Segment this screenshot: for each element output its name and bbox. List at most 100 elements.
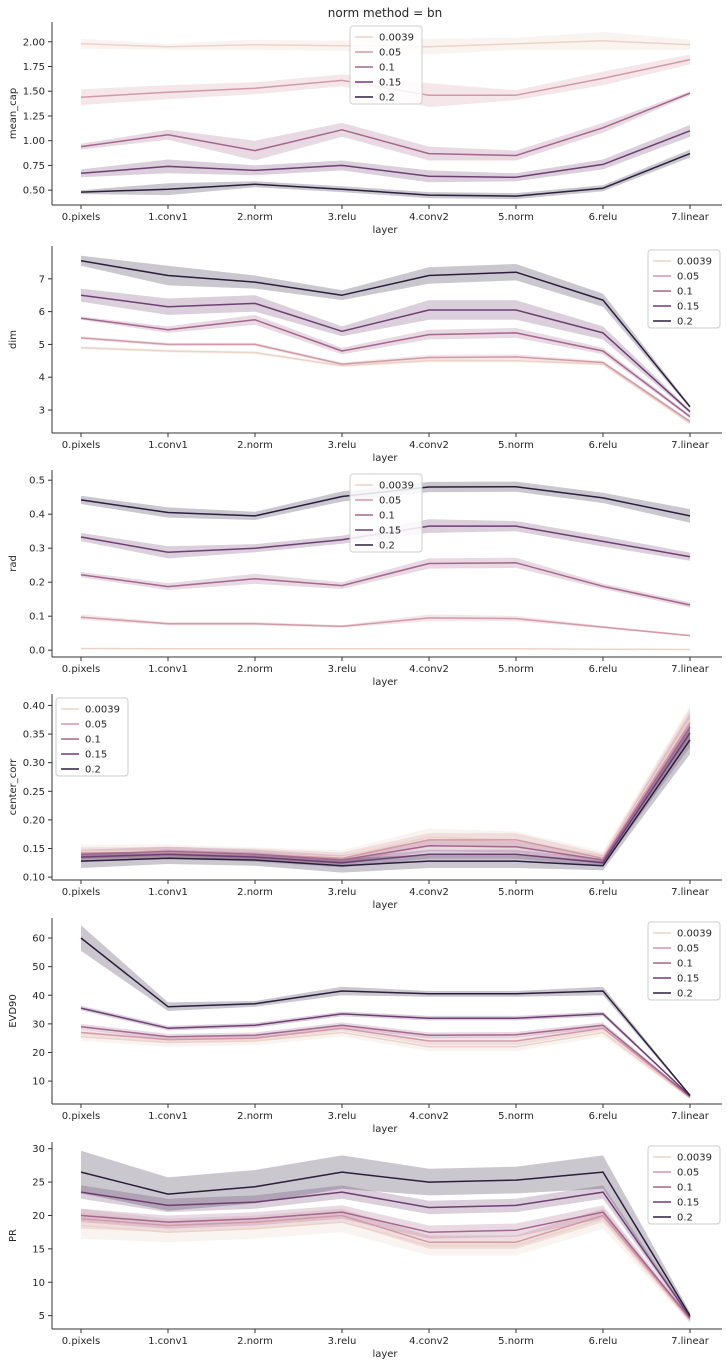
legend-label: 0.1 bbox=[379, 63, 395, 74]
legend-label: 0.0039 bbox=[85, 705, 120, 716]
series-line-0.1 bbox=[80, 1211, 691, 1319]
x-axis-label: layer bbox=[372, 453, 398, 464]
chart-6-PR: 5 10 15 20 25 30 0.pixels 1.conv1 2.norm 3.relu 4.… bbox=[8, 1142, 722, 1360]
y-tick-label: 60 bbox=[32, 934, 45, 945]
y-axis-label: PR bbox=[8, 1229, 19, 1242]
x-tick-label: 2.norm bbox=[237, 1336, 273, 1347]
y-tick-label: 5 bbox=[39, 340, 45, 351]
x-axis-label: layer bbox=[372, 900, 398, 911]
x-tick-label: 5.norm bbox=[498, 664, 534, 675]
x-tick-label: 6.relu bbox=[589, 212, 618, 223]
legend-label: 0.15 bbox=[379, 78, 401, 89]
confidence-band-0.2 bbox=[81, 1150, 690, 1319]
series-line-0.05 bbox=[80, 616, 691, 637]
legend-box bbox=[349, 473, 423, 553]
legend-label: 0.2 bbox=[677, 1213, 693, 1224]
confidence-band-0.0039 bbox=[81, 705, 690, 864]
x-tick-label: 3.relu bbox=[328, 212, 357, 223]
x-tick-label: 3.relu bbox=[328, 1111, 357, 1122]
confidence-band-0.0039 bbox=[81, 1208, 690, 1324]
x-tick-label: 2.norm bbox=[237, 1111, 273, 1122]
y-tick-label: 25 bbox=[32, 1178, 45, 1189]
legend: 0.0039 0.05 0.1 0.15 0.2 bbox=[349, 473, 423, 553]
x-tick-label: 0.pixels bbox=[62, 664, 100, 675]
x-tick-label: 1.conv1 bbox=[148, 440, 188, 451]
y-tick-label: 1.75 bbox=[23, 62, 45, 73]
x-tick-label: 4.conv2 bbox=[409, 212, 449, 223]
confidence-band-0.1 bbox=[81, 557, 690, 608]
confidence-band-0.2 bbox=[81, 925, 690, 1097]
x-tick-label: 6.relu bbox=[589, 1336, 618, 1347]
x-tick-label: 4.conv2 bbox=[409, 1336, 449, 1347]
x-tick-label: 1.conv1 bbox=[148, 1111, 188, 1122]
chart-5-EVD90: 10 20 30 40 50 60 0.pixels 1.conv1 2.norm 3.relu 4… bbox=[8, 918, 722, 1135]
legend-label: 0.0039 bbox=[379, 33, 414, 44]
legend-label: 0.2 bbox=[85, 765, 101, 776]
chart-4-center-corr: 0.10 0.15 0.20 0.25 0.30 0.35 0.40 0.pixels 1.co… bbox=[8, 694, 722, 911]
x-tick-label: 4.conv2 bbox=[409, 664, 449, 675]
series-line-0.1 bbox=[80, 92, 691, 157]
confidence-band-0.1 bbox=[81, 712, 690, 865]
y-tick-label: 0.2 bbox=[29, 578, 45, 589]
x-tick-label: 7.linear bbox=[671, 1336, 710, 1347]
y-tick-label: 5 bbox=[39, 1311, 45, 1322]
x-tick-label: 7.linear bbox=[671, 1111, 710, 1122]
y-tick-label: 0.50 bbox=[23, 186, 45, 197]
legend-label: 0.2 bbox=[677, 989, 693, 1000]
legend-box bbox=[647, 1145, 721, 1225]
y-tick-label: 0.10 bbox=[23, 873, 45, 884]
y-tick-label: 30 bbox=[32, 1019, 45, 1030]
y-tick-label: 7 bbox=[39, 274, 45, 285]
y-tick-label: 0.15 bbox=[23, 844, 45, 855]
y-tick-label: 1.00 bbox=[23, 136, 45, 147]
y-tick-label: 20 bbox=[32, 1211, 45, 1222]
x-tick-label: 2.norm bbox=[237, 664, 273, 675]
legend: 0.0039 0.05 0.1 0.15 0.2 bbox=[349, 25, 423, 105]
series-line-0.0039 bbox=[80, 1218, 691, 1322]
x-tick-label: 5.norm bbox=[498, 212, 534, 223]
x-tick-label: 6.relu bbox=[589, 887, 618, 898]
legend-label: 0.15 bbox=[379, 526, 401, 537]
series-line-0.1 bbox=[80, 317, 691, 418]
legend-label: 0.1 bbox=[379, 511, 395, 522]
y-tick-label: 0.4 bbox=[29, 510, 45, 521]
series-line-0.15 bbox=[80, 732, 691, 864]
x-axis-label: layer bbox=[372, 677, 398, 688]
legend-label: 0.1 bbox=[677, 287, 693, 298]
series-line-0.2 bbox=[80, 937, 691, 1096]
y-tick-label: 50 bbox=[32, 962, 45, 973]
y-tick-label: 4 bbox=[39, 373, 45, 384]
y-tick-label: 1.25 bbox=[23, 111, 45, 122]
legend-box bbox=[647, 921, 721, 1001]
legend-label: 0.2 bbox=[379, 93, 395, 104]
series-line-0.15 bbox=[80, 130, 691, 179]
y-tick-label: 15 bbox=[32, 1244, 45, 1255]
y-tick-label: 0.1 bbox=[29, 612, 45, 623]
x-axis-label: layer bbox=[372, 225, 398, 236]
x-tick-label: 6.relu bbox=[589, 1111, 618, 1122]
x-axis-label: layer bbox=[372, 1349, 398, 1360]
y-tick-label: 6 bbox=[39, 307, 45, 318]
legend: 0.0039 0.05 0.1 0.15 0.2 bbox=[55, 697, 129, 777]
confidence-band-0.05 bbox=[81, 708, 690, 864]
y-tick-label: 0.20 bbox=[23, 815, 45, 826]
x-tick-label: 7.linear bbox=[671, 212, 710, 223]
series-line-0.1 bbox=[80, 562, 691, 606]
y-tick-label: 2.00 bbox=[23, 37, 45, 48]
x-tick-label: 1.conv1 bbox=[148, 664, 188, 675]
x-tick-label: 5.norm bbox=[498, 1336, 534, 1347]
legend-box bbox=[55, 697, 129, 777]
confidence-band-0.1 bbox=[81, 314, 690, 419]
x-tick-label: 6.relu bbox=[589, 440, 618, 451]
x-axis-label: layer bbox=[372, 1124, 398, 1135]
series-line-0.1 bbox=[80, 1024, 691, 1098]
x-tick-label: 7.linear bbox=[671, 440, 710, 451]
confidence-band-0.2 bbox=[81, 725, 690, 873]
series-line-0.0039 bbox=[80, 1031, 691, 1099]
series-line-0.1 bbox=[80, 726, 691, 861]
legend-box bbox=[349, 25, 423, 105]
x-tick-label: 0.pixels bbox=[62, 1111, 100, 1122]
series-line-0.2 bbox=[80, 1171, 691, 1316]
y-tick-label: 1.50 bbox=[23, 87, 45, 98]
